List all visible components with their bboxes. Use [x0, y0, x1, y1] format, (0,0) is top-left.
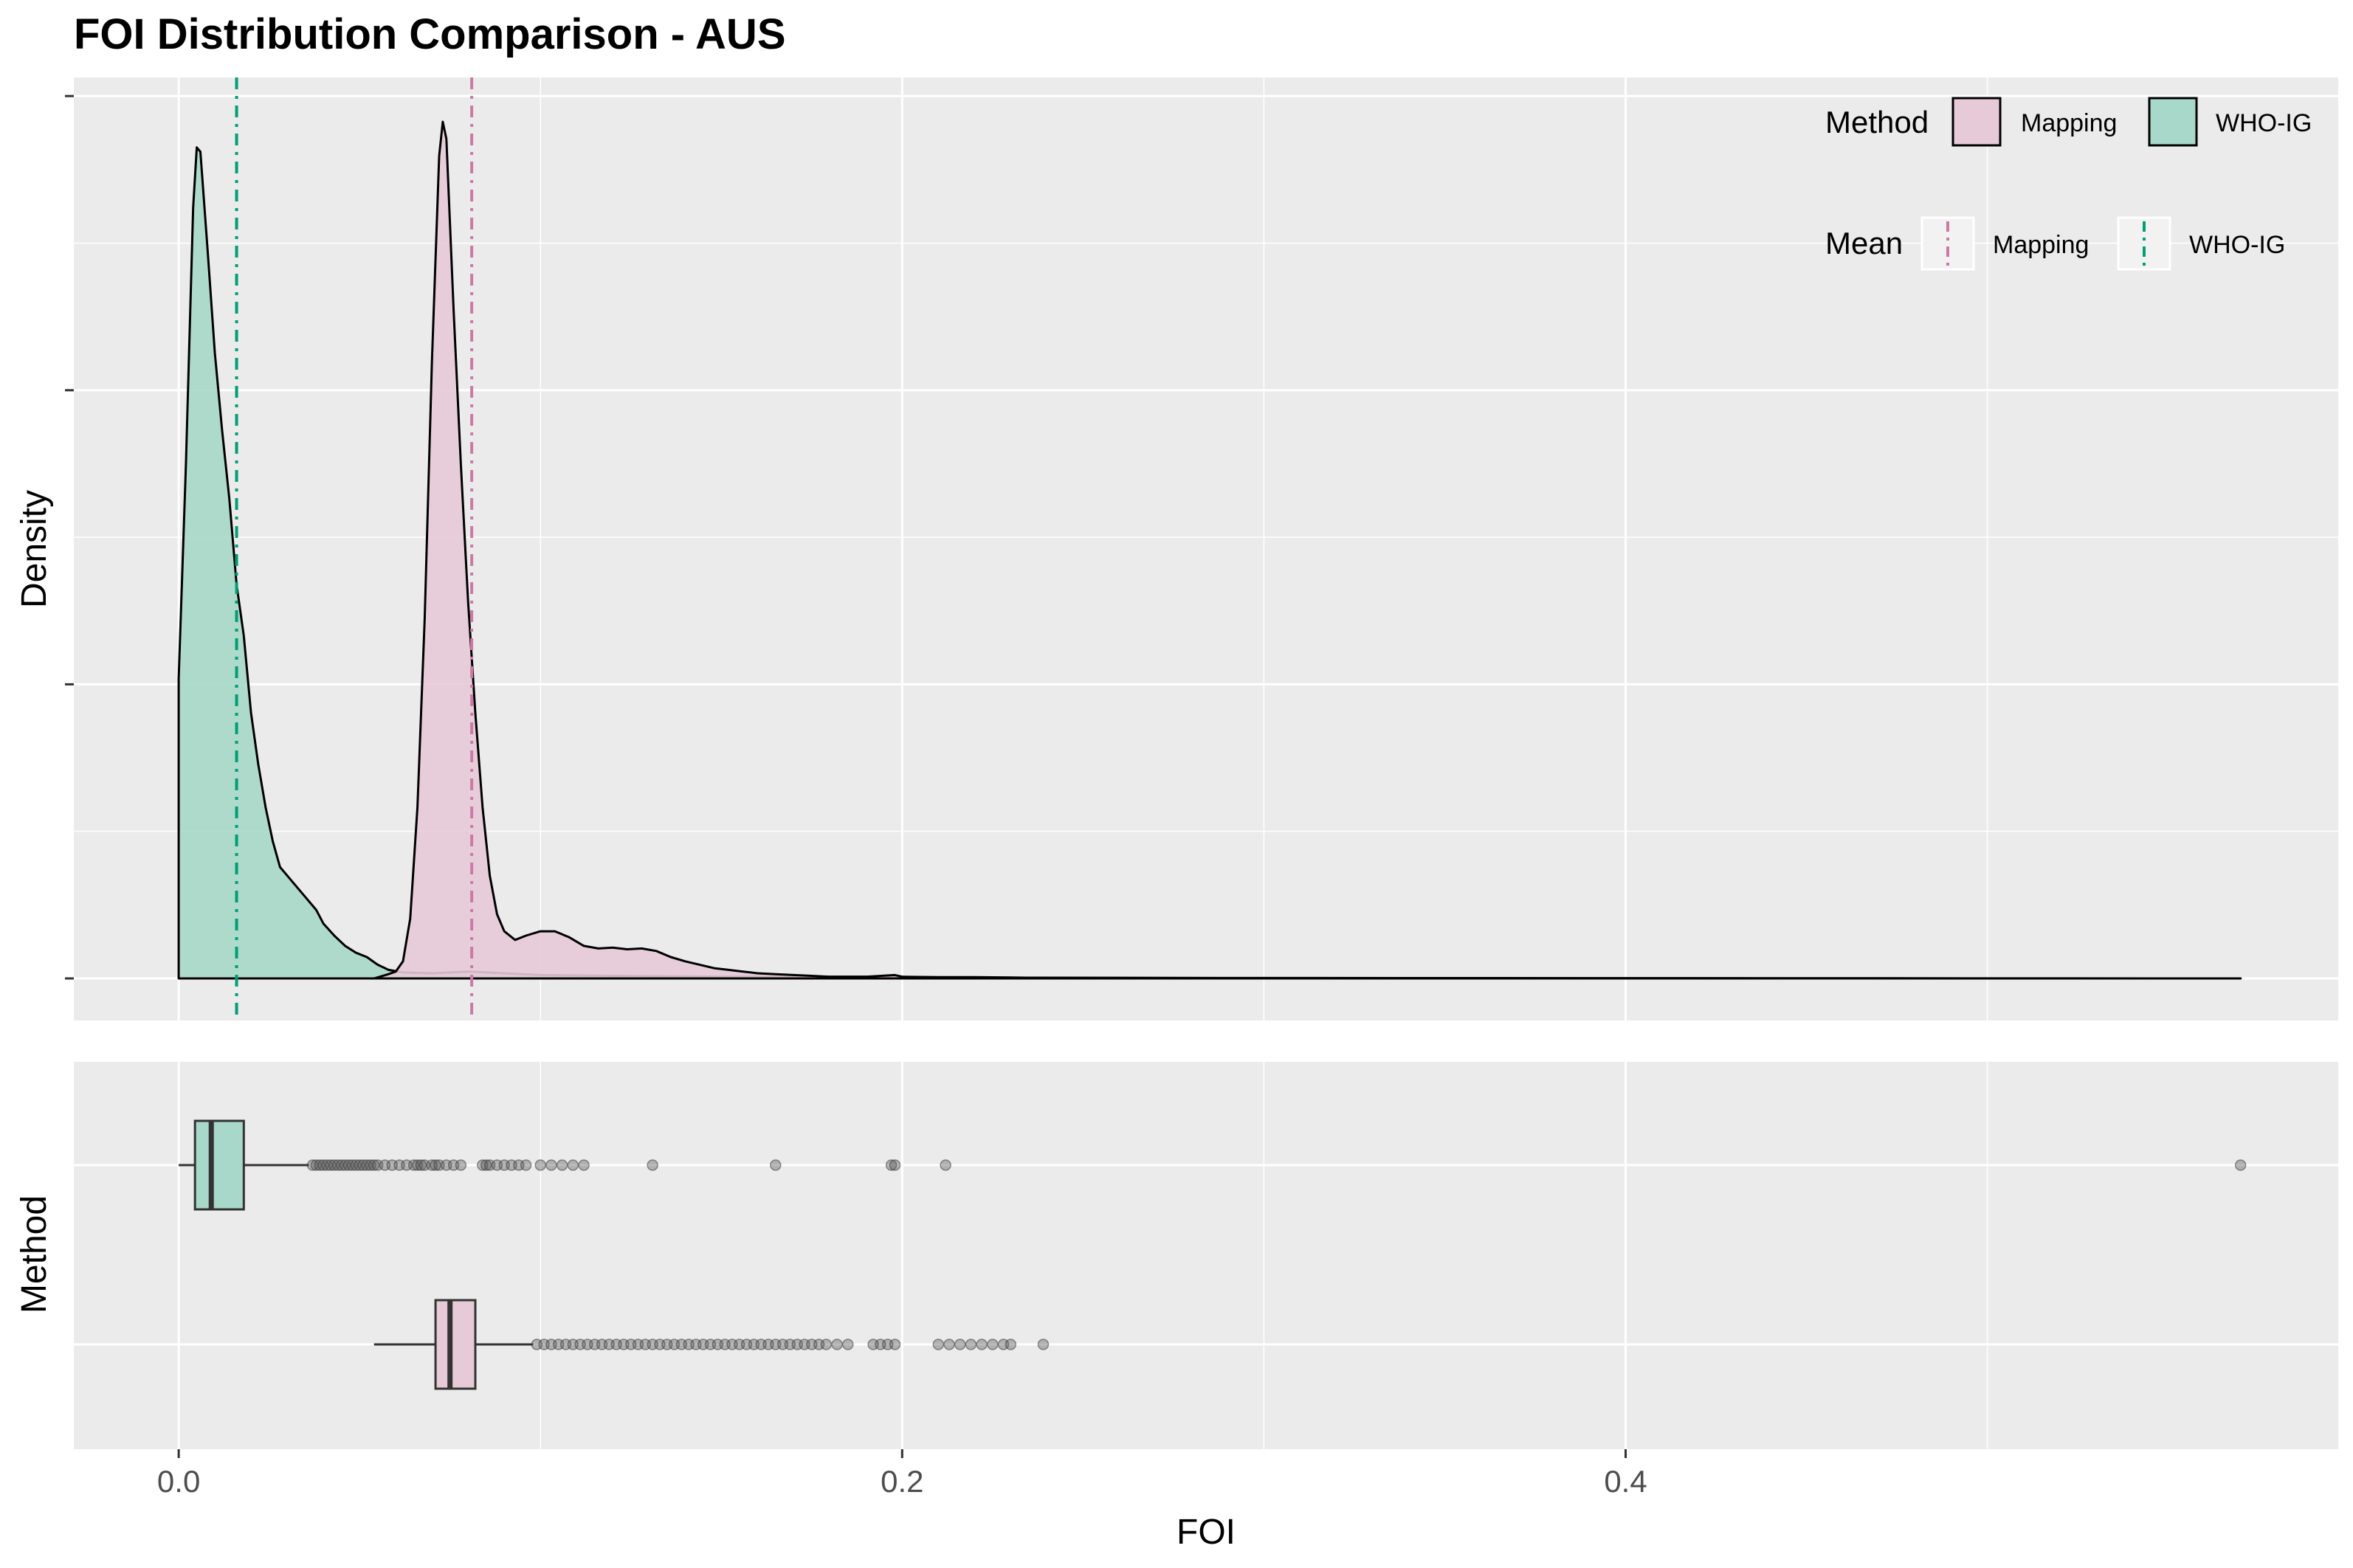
mean-legend: Mean Mapping WHO-IG [1825, 216, 2285, 271]
legend-label-mean-who-ig: WHO-IG [2189, 231, 2285, 259]
density-curves [177, 120, 2242, 980]
density-panel: Density [15, 77, 2338, 1020]
outlier-mapping-52 [987, 1339, 999, 1350]
method-legend-title: Method [1825, 105, 1929, 139]
outlier-who-ig-32 [455, 1159, 467, 1171]
outlier-mapping-47 [932, 1339, 945, 1350]
box-panel: 0.0 0.2 0.4 Method FOI [15, 1062, 2338, 1552]
outlier-mapping-48 [943, 1339, 955, 1350]
outlier-mapping-42 [842, 1339, 854, 1350]
outlier-who-ig-49 [889, 1159, 901, 1171]
outlier-who-ig-42 [545, 1159, 557, 1171]
legend-key-mapping-fill [1951, 97, 2002, 147]
x-tick-label-1: 0.2 [881, 1464, 923, 1499]
method-legend: Method Mapping WHO-IG [1825, 97, 2312, 147]
outlier-who-ig-45 [578, 1159, 590, 1171]
outlier-mapping-46 [889, 1339, 901, 1350]
chart-title: FOI Distribution Comparison - AUS [74, 10, 786, 58]
outlier-mapping-50 [965, 1339, 977, 1350]
outlier-mapping-55 [1037, 1339, 1050, 1350]
legend-key-who-ig-line-box [2117, 216, 2171, 271]
x-tick-label-2: 0.4 [1604, 1464, 1647, 1499]
outlier-who-ig-46 [647, 1159, 658, 1171]
box-panel-background [74, 1062, 2338, 1449]
box-who-ig [193, 1119, 245, 1211]
box-mapping [434, 1299, 477, 1390]
outlier-who-ig-47 [770, 1159, 782, 1171]
legend-label-who-ig: WHO-IG [2216, 109, 2312, 137]
density-gridlines [65, 77, 2338, 1020]
outlier-who-ig-43 [556, 1159, 568, 1171]
outlier-mapping-54 [1005, 1339, 1017, 1350]
box-y-axis-title: Method [15, 1195, 54, 1313]
outlier-who-ig-50 [940, 1159, 951, 1171]
outlier-mapping-51 [976, 1339, 988, 1350]
outlier-who-ig-41 [534, 1159, 546, 1171]
density-area-mapping [373, 120, 2242, 980]
legend-key-who-ig-fill [2148, 97, 2198, 147]
outlier-who-ig-44 [567, 1159, 579, 1171]
legend: Method Mapping WHO-IG Mean Mapping WHO-I… [1825, 97, 2312, 271]
outlier-mapping-49 [954, 1339, 966, 1350]
outlier-mapping-40 [820, 1339, 833, 1350]
box-plots [179, 1119, 2247, 1390]
x-tick-label-0: 0.0 [157, 1464, 200, 1499]
density-y-axis-title: Density [15, 490, 54, 608]
mean-lines [235, 77, 474, 1020]
outlier-who-ig-48 [885, 1159, 898, 1171]
mean-legend-title: Mean [1825, 226, 1903, 260]
outlier-who-ig-51 [2234, 1159, 2247, 1171]
legend-label-mapping: Mapping [2021, 109, 2117, 137]
outlier-mapping-41 [831, 1339, 843, 1350]
outlier-who-ig-40 [520, 1159, 532, 1171]
x-axis-title: FOI [1176, 1513, 1236, 1552]
legend-label-mean-mapping: Mapping [1993, 231, 2089, 259]
x-axis-ticks: 0.0 0.2 0.4 [157, 1449, 1647, 1499]
